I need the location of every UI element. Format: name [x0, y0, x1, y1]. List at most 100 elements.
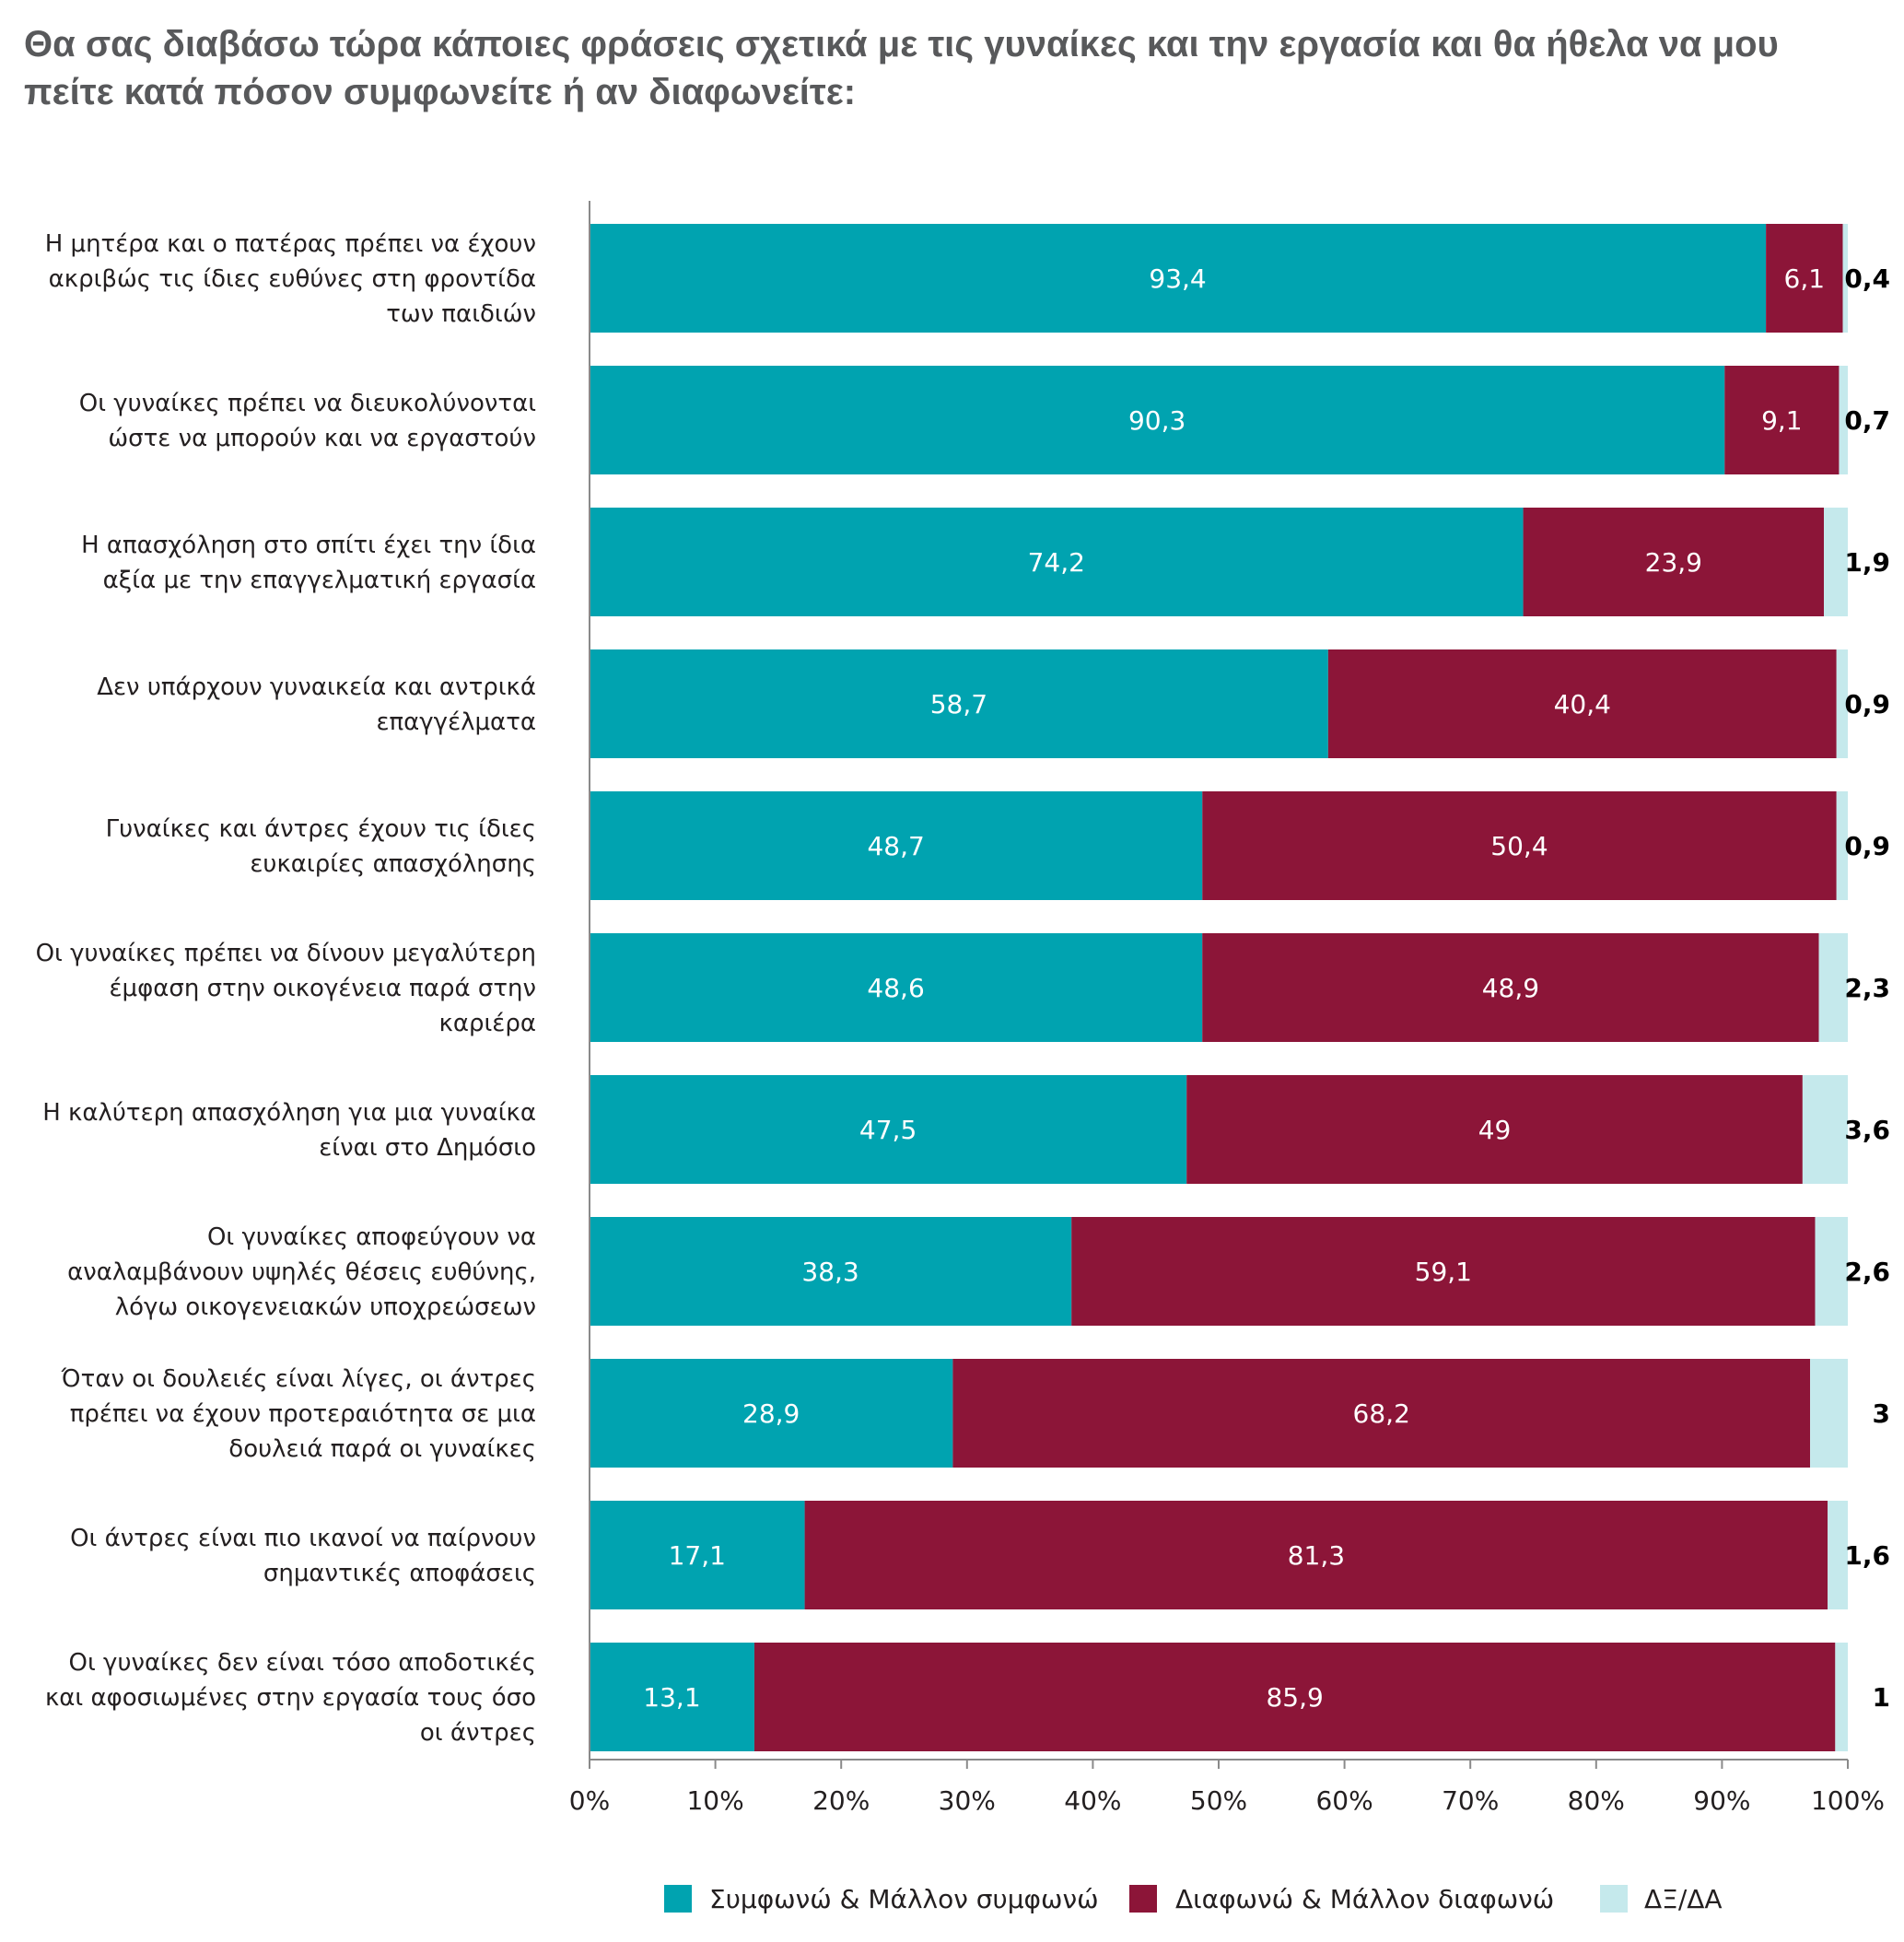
bar-segment — [753, 1643, 1836, 1751]
legend-label: Συμφωνώ & Μάλλον συμφωνώ — [709, 1884, 1099, 1914]
data-label: 13,1 — [643, 1682, 700, 1713]
category-label-line: Όταν οι δουλειές είναι λίγες, οι άντρες — [61, 1365, 536, 1393]
bar-segment — [1802, 1075, 1848, 1184]
category-label: Όταν οι δουλειές είναι λίγες, οι άντρες π… — [61, 1365, 536, 1463]
x-tick-label: 30% — [939, 1785, 996, 1816]
data-label: 1 — [1873, 1682, 1890, 1713]
data-label: 48,9 — [1482, 973, 1539, 1003]
bar-segment — [1815, 1217, 1848, 1326]
bar-segment — [590, 1217, 1072, 1326]
bar-segment — [590, 366, 1725, 474]
category-label-line: έμφαση στην οικογένεια παρά στην — [110, 975, 537, 1002]
data-label: 50,4 — [1490, 831, 1548, 861]
data-label: 17,1 — [669, 1540, 726, 1571]
category-label-line: ώστε να μπορούν και να εργαστούν — [108, 425, 536, 452]
data-label: 90,3 — [1128, 405, 1186, 436]
category-label-line: Η μητέρα και ο πατέρας πρέπει να έχουν — [45, 230, 536, 258]
category-label: Δεν υπάρχουν γυναικεία και αντρικά επαγγέ… — [97, 673, 536, 736]
category-label-line: πρέπει να έχουν προτεραιότητα σε μια — [70, 1400, 536, 1428]
bar-segment — [1724, 366, 1840, 474]
bar-segment — [590, 649, 1328, 758]
x-tick-label: 70% — [1442, 1785, 1499, 1816]
data-label: 48,7 — [867, 831, 924, 861]
category-label-line: Οι γυναίκες πρέπει να διευκολύνονται — [79, 390, 536, 417]
category-label-line: Οι άντρες είναι πιο ικανοί να παίρνουν — [70, 1525, 536, 1552]
bar-segment — [1836, 649, 1848, 758]
data-label: 2,6 — [1844, 1257, 1890, 1287]
data-label: 23,9 — [1645, 547, 1702, 578]
legend-swatch — [1129, 1885, 1157, 1913]
bar-segment — [590, 508, 1524, 616]
category-label-line: λόγω οικογενειακών υποχρεώσεων — [115, 1293, 536, 1321]
data-label: 47,5 — [859, 1115, 917, 1145]
data-label: 0,7 — [1844, 405, 1890, 436]
x-tick-label: 90% — [1693, 1785, 1750, 1816]
data-label: 49 — [1478, 1115, 1512, 1145]
data-label: 58,7 — [930, 689, 987, 719]
category-label: Η απασχόληση στο σπίτι έχει την ίδια αξία… — [81, 532, 536, 594]
bar-segment — [590, 791, 1203, 900]
data-label: 59,1 — [1415, 1257, 1472, 1287]
data-label: 0,9 — [1844, 831, 1890, 861]
category-label: Οι γυναίκες αποφεύγουν να αναλαμβάνουν υψ… — [67, 1223, 536, 1321]
category-label: Οι άντρες είναι πιο ικανοί να παίρνουν ση… — [70, 1525, 536, 1587]
data-label: 74,2 — [1028, 547, 1085, 578]
category-label-line: επαγγέλματα — [376, 708, 536, 736]
category-label-line: Δεν υπάρχουν γυναικεία και αντρικά — [97, 673, 536, 701]
data-label: 28,9 — [742, 1398, 800, 1429]
category-label-line: και αφοσιωμένες στην εργασία τους όσο — [45, 1684, 536, 1712]
data-label: 93,4 — [1149, 263, 1206, 294]
bar-segment — [1202, 791, 1837, 900]
bar-segment — [1766, 224, 1843, 333]
category-label-line: οι άντρες — [420, 1719, 536, 1747]
x-tick-label: 50% — [1190, 1785, 1247, 1816]
data-label: 1,6 — [1844, 1540, 1890, 1571]
data-label: 85,9 — [1266, 1682, 1323, 1713]
bar-segment — [952, 1359, 1811, 1468]
category-label-line: αναλαμβάνουν υψηλές θέσεις ευθύνης, — [67, 1258, 536, 1286]
category-label-line: ακριβώς τις ίδιες ευθύνες στη φροντίδα — [49, 265, 536, 293]
data-label: 9,1 — [1761, 405, 1803, 436]
category-label-line: των παιδιών — [386, 300, 536, 328]
x-tick-label: 10% — [686, 1785, 743, 1816]
category-label-line: σημαντικές αποφάσεις — [263, 1560, 536, 1587]
bar-segment — [590, 1643, 754, 1751]
category-label-line: δουλειά παρά οι γυναίκες — [228, 1435, 536, 1463]
legend-swatch — [1600, 1885, 1628, 1913]
legend-label: ΔΞ/ΔΑ — [1644, 1884, 1723, 1914]
data-label: 1,9 — [1844, 547, 1890, 578]
data-label: 48,6 — [867, 973, 924, 1003]
bar-segment — [1818, 933, 1848, 1042]
x-tick-label: 60% — [1315, 1785, 1373, 1816]
data-label: 3 — [1873, 1398, 1890, 1429]
bar-segment — [1828, 1501, 1848, 1609]
data-label: 0,9 — [1844, 689, 1890, 719]
data-label: 3,6 — [1844, 1115, 1890, 1145]
bar-segment — [590, 224, 1767, 333]
data-label: 6,1 — [1784, 263, 1826, 294]
category-label-line: αξία με την επαγγελματική εργασία — [103, 567, 536, 594]
legend: Συμφωνώ & Μάλλον συμφωνώ Διαφωνώ & Μάλλον… — [664, 1884, 1723, 1914]
x-axis: 0% 10% 20% 30% 40% 50% 60% 70% 80% 90% 100% — [569, 201, 1885, 1816]
category-label: Οι γυναίκες δεν είναι τόσο αποδοτικές και… — [45, 1649, 536, 1747]
legend-label: Διαφωνώ & Μάλλον διαφωνώ — [1175, 1884, 1554, 1914]
x-tick-label: 40% — [1064, 1785, 1121, 1816]
category-label: Οι γυναίκες πρέπει να δίνουν μεγαλύτερη έ… — [36, 940, 536, 1037]
category-labels-layer: Η μητέρα και ο πατέρας πρέπει να έχουν ακ… — [36, 230, 536, 1747]
bar-segment — [1810, 1359, 1848, 1468]
legend-swatch — [664, 1885, 692, 1913]
data-label: 68,2 — [1353, 1398, 1410, 1429]
bar-segment — [1202, 933, 1819, 1042]
bar-segment — [1835, 1643, 1848, 1751]
bar-segment — [804, 1501, 1828, 1609]
category-label-line: Η καλύτερη απασχόληση για μια γυναίκα — [42, 1099, 536, 1127]
data-label: 2,3 — [1844, 973, 1890, 1003]
bar-segment — [590, 933, 1203, 1042]
category-label-line: Γυναίκες και άντρες έχουν τις ίδιες — [106, 815, 536, 843]
category-label: Γυναίκες και άντρες έχουν τις ίδιες ευκαι… — [106, 815, 536, 878]
bar-segment — [1836, 791, 1848, 900]
data-label: 40,4 — [1554, 689, 1611, 719]
category-label-line: ευκαιρίες απασχόλησης — [250, 850, 536, 878]
category-label-line: είναι στο Δημόσιο — [319, 1134, 536, 1162]
